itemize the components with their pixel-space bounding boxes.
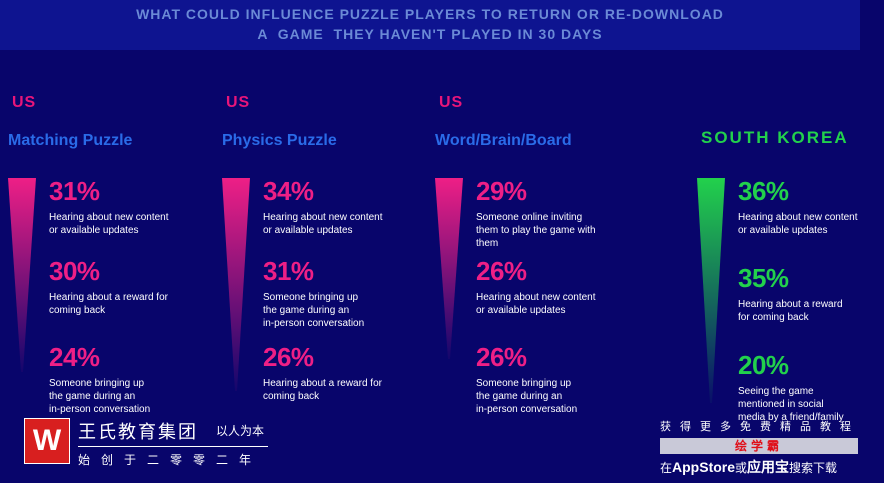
description-line: mentioned in social	[738, 399, 824, 410]
description-line: Seeing the game	[738, 386, 814, 397]
percent-value: 26%	[476, 342, 527, 372]
download-mid: 或	[735, 461, 748, 475]
description-line: Hearing about a reward for	[263, 378, 382, 389]
percent-value: 30%	[49, 256, 100, 286]
brand-badge: 绘学霸	[660, 438, 858, 454]
item-description: Someone bringing up the game during an in-…	[49, 377, 189, 416]
description-line: Someone bringing up	[476, 378, 572, 389]
description-line: Someone bringing up	[263, 292, 359, 303]
item-description: Someone online inviting them to play the …	[476, 211, 616, 250]
description-line: Hearing about new content	[476, 292, 596, 303]
item-description: Hearing about a reward for coming back	[49, 291, 189, 317]
bar-shape	[697, 178, 725, 403]
tapered-bar	[222, 178, 250, 391]
org-motto: 以人为本	[216, 424, 265, 438]
description-line: Someone online inviting	[476, 212, 583, 223]
download-pre: 在	[660, 461, 673, 475]
description-line: media by a friend/family	[738, 412, 844, 423]
description-line: the game during an	[263, 305, 350, 316]
region-label: US	[226, 94, 251, 111]
bar-shape	[8, 178, 36, 372]
description-line: Hearing about a reward for	[49, 292, 168, 303]
watermark-right: 获得更多免费精品教程 绘学霸 在AppStore或应用宝搜索下载	[660, 418, 870, 477]
item-description: Hearing about a reward for coming back	[263, 377, 403, 403]
description-line: them to play the game with	[476, 225, 596, 236]
description-line: for coming back	[738, 312, 809, 323]
appstore-label: AppStore	[672, 459, 736, 475]
percent-value: 24%	[49, 342, 100, 372]
description-line: coming back	[263, 391, 320, 402]
item-description: Hearing about new content or available up…	[476, 291, 616, 317]
genre-title: Physics Puzzle	[222, 132, 337, 149]
download-line: 在AppStore或应用宝搜索下载	[660, 457, 870, 477]
download-post: 搜索下载	[789, 461, 838, 475]
bar-shape	[222, 178, 250, 391]
percent-value: 26%	[476, 256, 527, 286]
promo-line: 获得更多免费精品教程	[660, 421, 860, 433]
description-line: or available updates	[263, 225, 353, 236]
tapered-bar	[8, 178, 36, 372]
region-label: US	[12, 94, 37, 111]
region-label: US	[439, 94, 464, 111]
description-line: in-person conversation	[263, 318, 365, 329]
region-label: SOUTH KOREA	[701, 128, 849, 147]
percent-value: 31%	[49, 176, 100, 206]
genre-title: Word/Brain/Board	[435, 132, 572, 149]
description-line: the game during an	[476, 391, 563, 402]
percent-value: 26%	[263, 342, 314, 372]
item-description: Hearing about new content or available up…	[738, 211, 878, 237]
description-line: or available updates	[476, 305, 566, 316]
genre-title: Matching Puzzle	[8, 132, 133, 149]
wang-logo-icon: W	[24, 418, 70, 464]
description-line: or available updates	[738, 225, 828, 236]
item-description: Someone bringing up the game during an in-…	[476, 377, 616, 416]
description-line: the game during an	[49, 391, 136, 402]
description-line: coming back	[49, 305, 106, 316]
org-name: 王氏教育集团	[78, 422, 198, 442]
description-line: Hearing about new content	[49, 212, 169, 223]
title-banner: WHAT COULD INFLUENCE PUZZLE PLAYERS TO R…	[0, 0, 860, 50]
description-line: in-person conversation	[476, 404, 578, 415]
percent-value: 20%	[738, 350, 789, 380]
description-line: Hearing about new content	[263, 212, 383, 223]
percent-value: 29%	[476, 176, 527, 206]
percent-value: 31%	[263, 256, 314, 286]
percent-value: 36%	[738, 176, 789, 206]
description-line: or available updates	[49, 225, 139, 236]
percent-value: 35%	[738, 263, 789, 293]
store-label: 应用宝	[747, 459, 790, 475]
item-description: Someone bringing up the game during an in-…	[263, 291, 403, 330]
tapered-bar	[435, 178, 463, 359]
title-line-1: WHAT COULD INFLUENCE PUZZLE PLAYERS TO R…	[136, 6, 724, 22]
org-since: 始创于二零零二年	[78, 453, 263, 467]
description-line: Someone bringing up	[49, 378, 145, 389]
item-description: Hearing about new content or available up…	[263, 211, 403, 237]
description-line: Hearing about new content	[738, 212, 858, 223]
item-description: Seeing the game mentioned in social media …	[738, 385, 878, 424]
bar-shape	[435, 178, 463, 359]
item-description: Hearing about new content or available up…	[49, 211, 189, 237]
description-line: in-person conversation	[49, 404, 151, 415]
item-description: Hearing about a reward for coming back	[738, 298, 878, 324]
title-line-2: A GAME THEY HAVEN'T PLAYED IN 30 DAYS	[257, 26, 603, 42]
percent-value: 34%	[263, 176, 314, 206]
description-line: Hearing about a reward	[738, 299, 843, 310]
divider	[78, 446, 268, 447]
description-line: them	[476, 238, 499, 249]
tapered-bar	[697, 178, 725, 403]
